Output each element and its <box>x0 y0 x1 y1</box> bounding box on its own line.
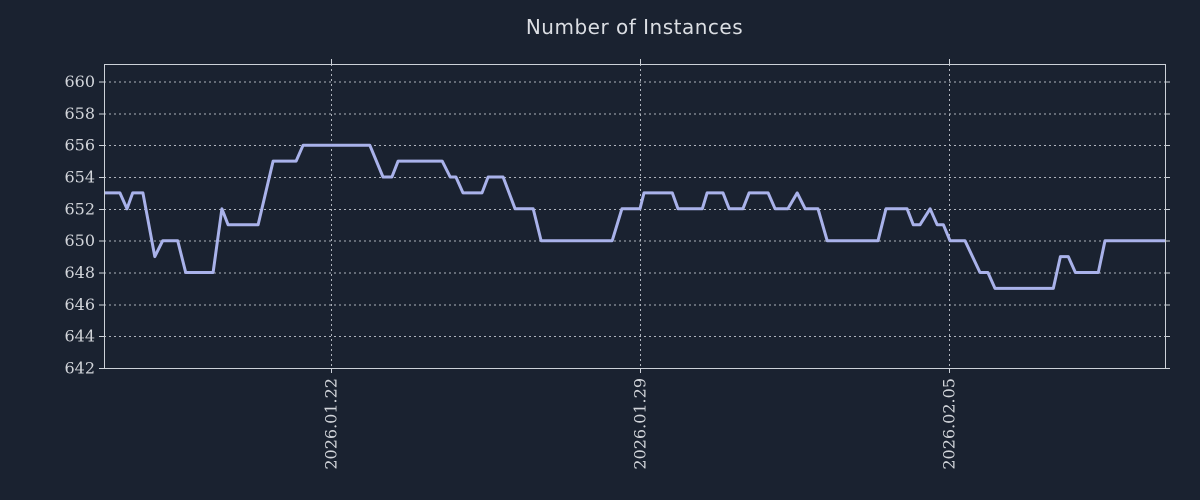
y-tick-label: 646 <box>64 295 95 314</box>
x-tick-label: 2026.01.29 <box>631 378 650 470</box>
y-tick-label: 652 <box>64 199 95 218</box>
y-tick-label: 658 <box>64 104 95 123</box>
plot-border <box>104 64 1166 369</box>
gridlines <box>104 64 1165 369</box>
y-tick-label: 660 <box>64 72 95 91</box>
chart-title: Number of Instances <box>525 15 744 39</box>
x-tick-label: 2026.02.05 <box>940 378 959 470</box>
y-tick-label: 644 <box>64 327 95 346</box>
series-line <box>104 143 1165 290</box>
tick-marks <box>99 59 1170 373</box>
y-tick-label: 648 <box>64 263 95 282</box>
y-tick-label: 656 <box>64 136 95 155</box>
y-tick-label: 650 <box>64 231 95 250</box>
y-tick-label: 654 <box>64 168 95 187</box>
x-tick-label: 2026.01.22 <box>321 378 340 470</box>
y-tick-label: 642 <box>64 359 95 378</box>
